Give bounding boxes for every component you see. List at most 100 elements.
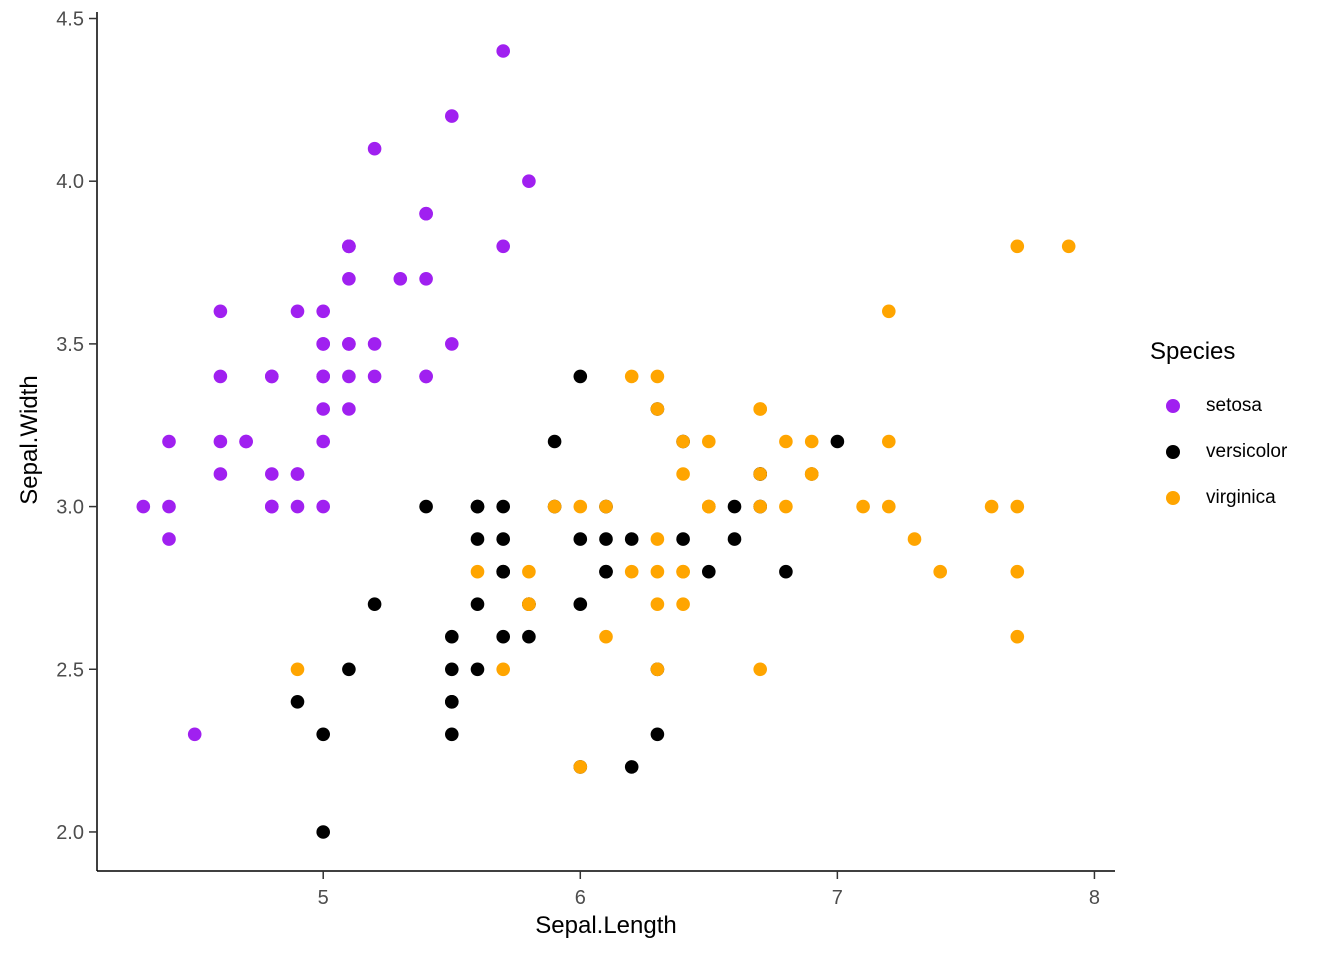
point-setosa xyxy=(445,337,459,351)
point-virginica xyxy=(599,499,613,514)
x-tick-label: 8 xyxy=(1089,887,1100,909)
point-virginica xyxy=(882,304,896,319)
point-versicolor xyxy=(445,727,459,742)
legend-item-setosa: setosa xyxy=(1150,395,1340,416)
point-setosa xyxy=(290,499,305,514)
point-versicolor xyxy=(702,564,716,579)
point-setosa xyxy=(290,467,305,481)
point-versicolor xyxy=(445,629,459,644)
y-tick-label: 3.5 xyxy=(56,334,84,356)
point-virginica xyxy=(547,499,562,514)
point-virginica xyxy=(624,369,639,384)
point-virginica xyxy=(650,564,665,579)
point-virginica xyxy=(650,597,665,611)
point-versicolor xyxy=(470,597,485,611)
point-setosa xyxy=(367,337,382,351)
point-versicolor xyxy=(676,532,690,546)
point-virginica xyxy=(856,499,870,514)
y-tick-label: 4.5 xyxy=(56,9,84,31)
point-versicolor xyxy=(290,695,305,709)
point-setosa xyxy=(213,434,228,449)
point-setosa xyxy=(342,272,356,286)
point-setosa xyxy=(316,499,331,514)
point-versicolor xyxy=(470,499,485,514)
point-virginica xyxy=(496,662,511,677)
y-tick-label: 3.0 xyxy=(56,497,84,519)
point-setosa xyxy=(213,467,228,481)
point-setosa xyxy=(136,499,151,514)
point-virginica xyxy=(753,662,767,677)
point-virginica xyxy=(522,564,536,579)
point-versicolor xyxy=(496,629,511,644)
point-versicolor xyxy=(496,564,511,579)
legend-title: Species xyxy=(1150,338,1236,365)
point-virginica xyxy=(1061,239,1076,254)
point-setosa xyxy=(316,369,331,384)
point-setosa xyxy=(265,467,279,481)
point-setosa xyxy=(213,304,228,319)
point-setosa xyxy=(265,499,279,514)
x-tick-label: 7 xyxy=(832,887,843,909)
point-setosa xyxy=(316,434,331,449)
point-virginica xyxy=(1010,239,1025,254)
point-setosa xyxy=(367,369,382,384)
point-setosa xyxy=(419,369,433,384)
point-setosa xyxy=(187,727,202,742)
point-versicolor xyxy=(573,369,588,384)
point-virginica xyxy=(1010,564,1025,579)
point-virginica xyxy=(650,369,665,384)
legend: Species setosa versicolor virginica xyxy=(1150,338,1340,508)
point-virginica xyxy=(804,467,819,481)
point-virginica xyxy=(599,629,613,644)
point-virginica xyxy=(470,564,485,579)
point-versicolor xyxy=(470,532,485,546)
point-virginica xyxy=(650,662,665,677)
legend-swatch-setosa-icon xyxy=(1166,398,1180,413)
point-virginica xyxy=(1010,499,1025,514)
point-setosa xyxy=(316,402,331,416)
point-setosa xyxy=(162,434,176,449)
point-versicolor xyxy=(830,434,845,449)
point-setosa xyxy=(393,272,408,286)
y-tick-label: 2.0 xyxy=(56,822,84,844)
point-virginica xyxy=(804,434,819,449)
point-setosa xyxy=(316,337,331,351)
legend-item-virginica: virginica xyxy=(1150,486,1340,508)
point-virginica xyxy=(676,467,690,481)
point-versicolor xyxy=(727,499,742,514)
point-versicolor xyxy=(727,532,742,546)
x-tick-label: 6 xyxy=(575,887,586,909)
point-versicolor xyxy=(445,662,459,677)
point-setosa xyxy=(496,44,511,58)
x-tick-label: 5 xyxy=(318,887,329,909)
point-virginica xyxy=(882,499,896,514)
point-setosa xyxy=(342,239,356,254)
legend-label-virginica: virginica xyxy=(1206,486,1276,508)
point-virginica xyxy=(984,499,999,514)
point-versicolor xyxy=(342,662,356,677)
point-setosa xyxy=(522,174,536,188)
point-setosa xyxy=(445,109,459,123)
y-tick-label: 4.0 xyxy=(56,171,84,193)
point-virginica xyxy=(522,597,536,611)
point-versicolor xyxy=(599,564,613,579)
point-setosa xyxy=(290,304,305,319)
point-setosa xyxy=(342,402,356,416)
point-virginica xyxy=(779,499,793,514)
point-versicolor xyxy=(573,532,588,546)
point-versicolor xyxy=(496,532,511,546)
point-virginica xyxy=(573,499,588,514)
point-virginica xyxy=(933,564,947,579)
point-versicolor xyxy=(650,727,665,742)
y-axis-title: Sepal.Width xyxy=(16,375,43,505)
point-versicolor xyxy=(367,597,382,611)
point-virginica xyxy=(753,499,767,514)
point-virginica xyxy=(702,499,716,514)
legend-swatch-virginica-icon xyxy=(1166,490,1180,505)
point-versicolor xyxy=(470,662,485,677)
point-virginica xyxy=(1010,629,1025,644)
point-versicolor xyxy=(445,695,459,709)
point-versicolor xyxy=(419,499,433,514)
point-versicolor xyxy=(316,825,331,839)
